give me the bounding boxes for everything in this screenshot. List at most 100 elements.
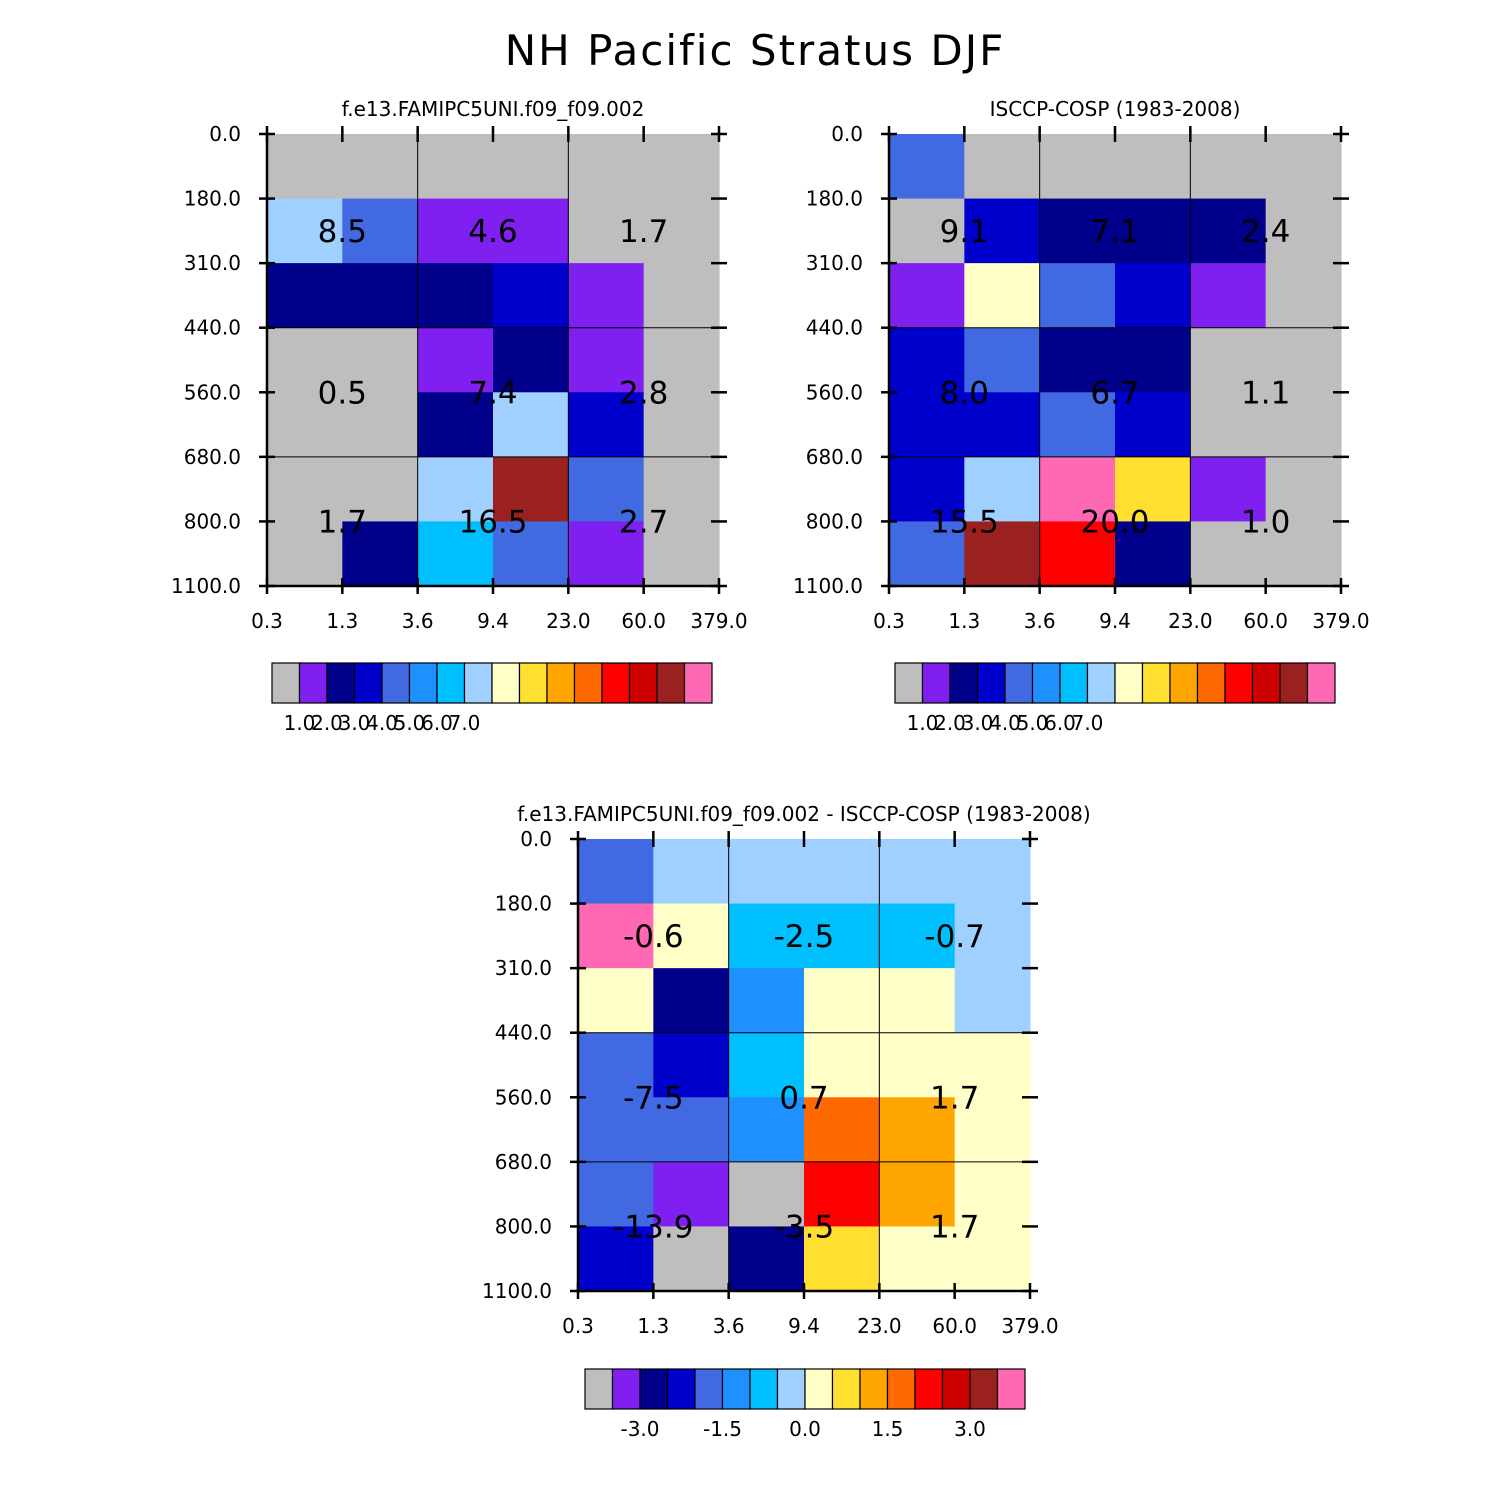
x-tick-label: 379.0	[690, 609, 747, 633]
x-tick-label: 23.0	[546, 609, 591, 633]
colorbar-swatch	[969, 1368, 999, 1410]
heatmap-cell	[653, 968, 730, 1034]
heatmap-cell	[889, 263, 965, 329]
y-tick-label: 560.0	[806, 380, 863, 404]
heatmap-cell	[578, 839, 654, 905]
colorbar-swatch	[1141, 662, 1171, 704]
heatmap-cell	[889, 134, 965, 200]
heatmap-cell	[879, 1161, 956, 1228]
heatmap-cell	[643, 134, 720, 200]
y-tick-label: 680.0	[806, 445, 863, 469]
y-tick-label: 560.0	[495, 1085, 552, 1109]
heatmap-cell	[879, 903, 956, 969]
colorbar-label: 4.0	[989, 711, 1021, 735]
box-value-label: 20.0	[1080, 504, 1149, 540]
heatmap-cell	[568, 134, 645, 200]
y-tick-label: 440.0	[184, 316, 241, 340]
colorbar-swatch	[921, 662, 951, 704]
colorbar-label: -1.5	[703, 1417, 742, 1441]
heatmap-cell	[493, 456, 569, 523]
colorbar-swatch	[886, 1368, 916, 1410]
x-tick-label: 0.3	[873, 609, 905, 633]
heatmap-cell	[728, 1097, 805, 1163]
x-tick-label: 0.3	[251, 609, 283, 633]
box-value-label: 15.5	[930, 504, 999, 540]
heatmap-cell	[879, 1226, 956, 1292]
colorbar-swatch	[1306, 662, 1336, 704]
x-tick-label: 0.3	[562, 1314, 594, 1338]
heatmap-cell	[804, 968, 880, 1034]
x-tick-label: 60.0	[932, 1314, 977, 1338]
heatmap-cell	[1190, 521, 1267, 587]
x-tick-label: 3.6	[713, 1314, 745, 1338]
colorbar-swatch	[941, 1368, 971, 1410]
colorbar-swatch	[381, 662, 411, 704]
heatmap-cell	[578, 903, 654, 969]
colorbar-swatch	[1279, 662, 1309, 704]
colorbar-swatch	[656, 662, 686, 704]
heatmap-cell	[417, 263, 494, 329]
box-value-label: 7.4	[468, 375, 517, 411]
x-tick-label: 1.3	[326, 609, 358, 633]
heatmap-cell	[964, 456, 1041, 523]
heatmap-cell	[417, 456, 494, 523]
colorbar-swatch	[463, 662, 493, 704]
colorbar-swatch	[804, 1368, 834, 1410]
heatmap-cell	[643, 392, 720, 458]
colorbar-label: 0.0	[789, 1417, 821, 1441]
y-tick-label: 180.0	[495, 892, 552, 916]
colorbar-swatch	[1031, 662, 1061, 704]
colorbar-swatch	[1004, 662, 1034, 704]
heatmap-cell	[578, 1097, 654, 1163]
box-value-label: 1.0	[1241, 504, 1290, 540]
heatmap-cell	[342, 263, 419, 329]
heatmap-cell	[1039, 521, 1116, 587]
colorbar-swatch	[1224, 662, 1254, 704]
heatmap-cell	[342, 134, 419, 200]
heatmap-cell	[1039, 456, 1116, 523]
heatmap-cell	[954, 968, 1031, 1034]
box-value-label: 1.1	[1241, 375, 1290, 411]
heatmap-cell	[1190, 263, 1267, 329]
box-value-label: 16.5	[458, 504, 527, 540]
heatmap-cell	[964, 521, 1041, 587]
heatmap-cell	[568, 521, 645, 587]
colorbar-label: 3.0	[962, 711, 994, 735]
colorbar-label: -3.0	[620, 1417, 659, 1441]
box-value-label: 2.4	[1241, 214, 1290, 250]
colorbar-swatch	[1114, 662, 1144, 704]
heatmap-cell	[964, 263, 1041, 329]
colorbar-swatch	[749, 1368, 779, 1410]
panel-title: f.e13.FAMIPC5UNI.f09_f09.002 - ISCCP-COS…	[517, 802, 1090, 826]
colorbar-label: 7.0	[1072, 711, 1104, 735]
heatmap-cell	[1115, 263, 1191, 329]
box-value-label: 1.7	[930, 1080, 979, 1116]
heatmap-cell	[728, 839, 805, 905]
heatmap-cell	[964, 392, 1041, 458]
heatmap-cell	[889, 198, 965, 264]
box-value-label: 2.7	[619, 504, 668, 540]
heatmap-cell	[643, 456, 720, 523]
heatmap-cell	[342, 456, 419, 523]
colorbar-label: 3.0	[339, 711, 371, 735]
heatmap-cell	[1190, 134, 1267, 200]
heatmap-cell	[643, 521, 720, 587]
heatmap-cell	[879, 1097, 956, 1163]
x-tick-label: 1.3	[637, 1314, 669, 1338]
heatmap-cell	[1265, 327, 1342, 393]
colorbar-swatch	[1196, 662, 1226, 704]
heatmap-cell	[417, 392, 494, 458]
heatmap-cell	[643, 263, 720, 329]
heatmap-cell	[1265, 263, 1342, 329]
heatmap-cell	[493, 327, 569, 393]
colorbar-swatch	[976, 662, 1006, 704]
y-tick-label: 310.0	[806, 251, 863, 275]
x-tick-label: 3.6	[1024, 609, 1056, 633]
heatmap-cell	[653, 1226, 730, 1292]
colorbar-swatch	[683, 662, 713, 704]
y-tick-label: 0.0	[520, 827, 552, 851]
colorbar-swatch	[859, 1368, 889, 1410]
heatmap-cell	[267, 392, 343, 458]
heatmap-cell	[643, 327, 720, 393]
x-tick-label: 1.3	[948, 609, 980, 633]
